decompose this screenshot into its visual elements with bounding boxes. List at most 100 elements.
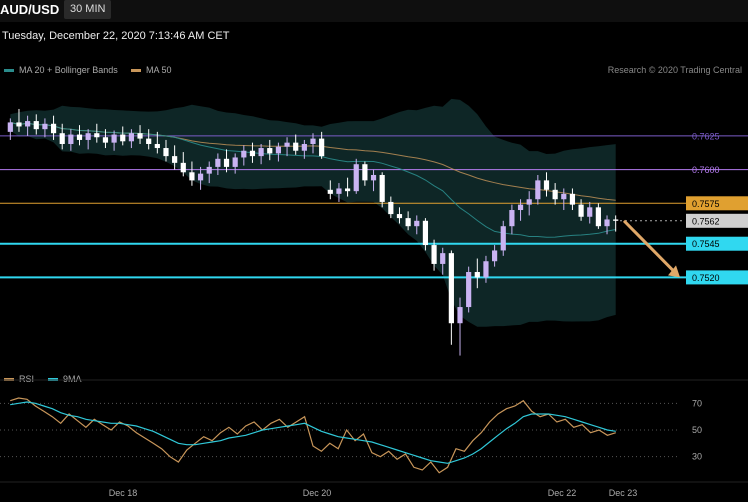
rsi-series-9MA	[10, 401, 616, 464]
candle-body	[249, 150, 256, 157]
candle-body	[189, 172, 195, 181]
legend-rsi-ma: 9MA	[48, 374, 82, 384]
candle-body	[474, 272, 480, 278]
candle-body	[405, 218, 411, 227]
candle-body	[33, 121, 39, 130]
candle-body	[492, 250, 498, 262]
candle-body	[526, 199, 532, 205]
candle-body	[172, 156, 178, 163]
candle-body	[284, 142, 290, 147]
candle-body	[613, 219, 619, 221]
ma50-swatch	[131, 68, 141, 72]
candle-body	[275, 146, 282, 154]
chart-datetime: Tuesday, December 22, 2020 7:13:46 AM CE…	[2, 30, 230, 42]
level-tag-0.7545	[686, 236, 748, 251]
level-label-0.7600: 0.7600	[692, 165, 720, 175]
candle-body	[310, 138, 316, 144]
level-tag-0.7520	[686, 270, 748, 285]
candle-body	[180, 162, 186, 173]
candle-body	[604, 219, 610, 227]
candle-body	[431, 245, 437, 264]
rsi-ma-swatch	[48, 377, 58, 381]
candle-body	[569, 193, 576, 205]
rsi-series-RSI	[10, 397, 616, 474]
candle-body	[370, 174, 377, 181]
candle-body	[353, 164, 359, 192]
candle-body	[85, 133, 91, 140]
candle-body	[59, 133, 65, 144]
candle-body	[483, 261, 489, 278]
forecast-arrow-head	[668, 265, 680, 278]
candle-body	[154, 143, 160, 149]
candle-body	[517, 204, 524, 211]
candle-body	[50, 123, 57, 134]
candle-body	[440, 253, 446, 264]
level-label-0.7545: 0.7545	[692, 239, 720, 249]
candle-body	[543, 180, 550, 190]
candle-body	[68, 134, 74, 144]
candle-body	[587, 207, 593, 217]
rsi-tick-30: 30	[692, 452, 702, 462]
x-tick-label: Dec 20	[303, 488, 332, 498]
candle-body	[232, 157, 238, 167]
x-tick-label: Dec 22	[548, 488, 577, 498]
candle-body	[94, 133, 100, 138]
candle-body	[215, 158, 221, 167]
level-label-0.7575: 0.7575	[692, 199, 720, 209]
candle-body	[25, 121, 31, 127]
candle-body	[76, 134, 83, 140]
bollinger-band-area	[10, 98, 616, 327]
x-tick-label: Dec 18	[109, 488, 138, 498]
candle-body	[362, 164, 368, 181]
candle-body	[111, 134, 117, 143]
legend-ma20-label: MA 20 + Bollinger Bands	[19, 65, 118, 75]
candle-body	[163, 148, 169, 157]
candle-body	[137, 133, 143, 139]
forecast-arrow-shaft	[622, 219, 676, 273]
candle-body	[293, 142, 299, 151]
candle-body	[258, 148, 264, 157]
candle-body	[120, 134, 126, 142]
candle-body	[267, 148, 273, 154]
legend-ma50: MA 50	[131, 65, 172, 75]
ma20-swatch	[4, 68, 14, 72]
candle-body	[578, 204, 584, 217]
candle-body	[595, 207, 601, 227]
timeframe-button[interactable]: 30 MIN	[64, 0, 112, 19]
candle-body	[500, 226, 506, 251]
candle-body	[336, 188, 342, 194]
header-bar: AUD/USD 30 MIN	[0, 0, 748, 22]
candle-body	[206, 166, 212, 174]
legend-ma50-label: MA 50	[146, 65, 172, 75]
candle-body	[344, 188, 351, 192]
chart-credit: Research © 2020 Trading Central	[607, 65, 742, 75]
candle-body	[396, 214, 403, 219]
rsi-swatch	[4, 377, 14, 381]
candle-body	[319, 138, 325, 157]
rsi-tick-50: 50	[692, 425, 702, 435]
candle-body	[414, 220, 420, 227]
candle-body	[448, 253, 454, 324]
ma20-line	[10, 121, 616, 238]
candle-body	[552, 189, 558, 200]
level-label-0.7562: 0.7562	[692, 216, 720, 226]
level-label-0.7520: 0.7520	[692, 273, 720, 283]
legend-ma20: MA 20 + Bollinger Bands	[4, 65, 118, 75]
candle-body	[379, 174, 385, 202]
x-tick-label: Dec 23	[609, 488, 638, 498]
rsi-tick-70: 70	[692, 398, 702, 408]
candle-body	[223, 158, 230, 167]
candle-body	[42, 123, 48, 130]
level-label-0.7625: 0.7625	[692, 131, 720, 141]
candle-body	[422, 220, 429, 246]
legend-rsi-label: RSI	[19, 374, 35, 384]
candle-body	[535, 180, 541, 200]
candle-body	[561, 193, 567, 200]
level-tag-0.7575	[686, 196, 748, 211]
candle-body	[509, 210, 515, 227]
candle-body	[466, 272, 472, 308]
candle-body	[146, 138, 152, 144]
legend-rsi-ma-label: 9MA	[63, 374, 82, 384]
symbol-title: AUD/USD	[0, 2, 60, 17]
